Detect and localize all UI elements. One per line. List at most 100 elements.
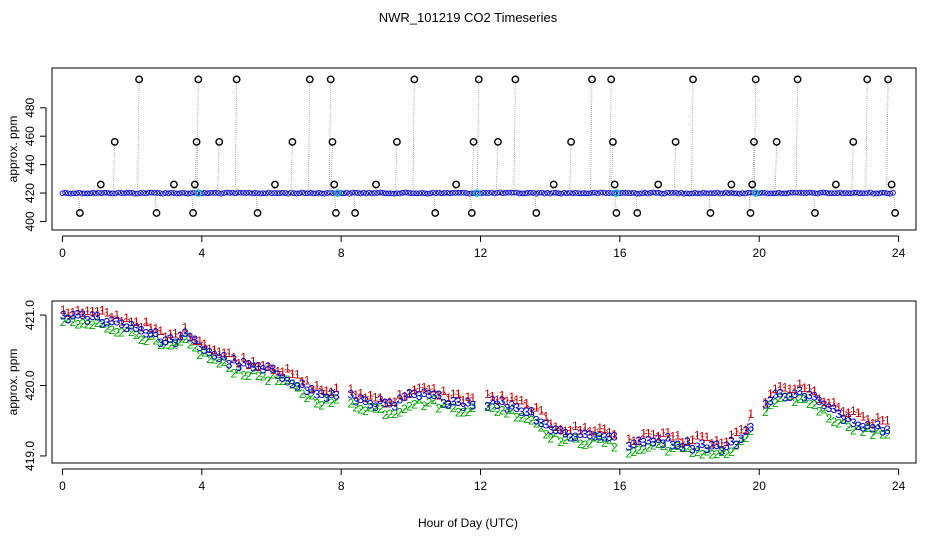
spike-connector: [137, 79, 140, 194]
spike-point: [288, 137, 297, 146]
series-marker-3: 3: [396, 392, 403, 406]
series-marker-2: 2: [450, 401, 457, 415]
series-marker-1: 1: [499, 388, 506, 402]
baseline-point: [377, 189, 384, 196]
series-marker-1: 1: [323, 384, 330, 398]
baseline-point: [856, 190, 863, 197]
series-marker-3: 3: [226, 358, 233, 372]
baseline-point: [667, 190, 673, 196]
baseline-point: [444, 189, 450, 196]
baseline-point: [207, 189, 214, 196]
series-marker-3: 3: [133, 321, 140, 335]
series-marker-3: 3: [489, 394, 496, 408]
baseline-point: [591, 189, 598, 196]
series-marker-2: 2: [523, 412, 530, 426]
spike-point: [431, 209, 440, 217]
baseline-point: [318, 190, 325, 197]
series-marker-3: 3: [411, 387, 418, 401]
series-marker-1: 1: [840, 404, 847, 418]
spike-point: [271, 180, 279, 189]
series-marker-3: 3: [201, 343, 208, 357]
series-marker-2: 2: [767, 398, 774, 412]
series-marker-1: 1: [318, 383, 325, 397]
baseline-point: [299, 189, 305, 196]
spike-connector: [612, 184, 616, 194]
series-marker-3: 3: [211, 349, 218, 363]
baseline-point: [678, 189, 685, 196]
baseline-point: [603, 190, 609, 196]
series-marker-3: 3: [128, 318, 135, 332]
spike-point: [610, 180, 619, 189]
baseline-point: [814, 190, 821, 197]
baseline-point: [781, 190, 788, 197]
spike-connector: [290, 141, 293, 194]
spike-connector: [513, 79, 516, 194]
series-marker-3: 3: [660, 437, 667, 451]
series-marker-1: 1: [172, 327, 179, 341]
series-marker-2: 2: [430, 393, 437, 407]
spike-point: [750, 137, 758, 146]
baseline-point: [842, 190, 849, 196]
baseline-point: [148, 189, 155, 196]
series-marker-2: 2: [869, 428, 876, 442]
series-marker-1: 1: [270, 363, 277, 377]
series-marker-2: 2: [109, 323, 116, 337]
series-marker-3: 3: [455, 395, 462, 409]
series-marker-1: 1: [387, 395, 394, 409]
baseline-point: [653, 190, 659, 196]
series-marker-1: 1: [830, 396, 837, 410]
baseline-point: [633, 190, 640, 197]
series-marker-3: 3: [118, 317, 125, 331]
series-marker-3: 3: [830, 402, 837, 416]
spike-point: [393, 137, 401, 146]
series-marker-3: 3: [679, 441, 686, 455]
series-marker-3: 3: [465, 396, 472, 410]
baseline-point: [249, 190, 255, 197]
series-marker-3: 3: [299, 377, 306, 391]
baseline-point: [368, 190, 375, 197]
baseline-point: [251, 190, 258, 196]
spike-point: [330, 180, 339, 189]
series-marker-1: 1: [133, 315, 140, 329]
spike-point: [689, 75, 697, 84]
baseline-point: [870, 190, 877, 197]
bottom-panel: approx. ppm 0 4 8 12 16 20 24 419.0420.0421.0 …: [6, 300, 917, 493]
baseline-point: [834, 190, 841, 196]
spike-point: [170, 180, 178, 189]
top-spike-series: [75, 75, 899, 217]
series-marker-1: 1: [299, 375, 306, 389]
series-marker-1: 1: [367, 388, 374, 402]
baseline-point: [873, 190, 880, 197]
spike-point: [751, 75, 760, 84]
series-marker-1: 1: [548, 417, 555, 431]
series-marker-2: 2: [826, 411, 833, 425]
baseline-point: [296, 190, 303, 197]
series-marker-1: 1: [416, 381, 423, 395]
series-marker-3: 3: [240, 356, 247, 370]
series-marker-1: 1: [509, 390, 516, 404]
baseline-point: [279, 189, 286, 196]
baseline-point: [778, 190, 785, 197]
series-marker-2: 2: [777, 391, 784, 405]
series-marker-3: 3: [333, 388, 340, 402]
baseline-point: [695, 190, 701, 197]
series-marker-2: 2: [738, 434, 745, 448]
series-marker-3: 3: [182, 326, 189, 340]
baseline-point: [399, 189, 406, 196]
baseline-point: [839, 190, 846, 197]
baseline-point: [151, 189, 158, 196]
baseline-point: [385, 190, 392, 197]
baseline-point: [73, 190, 80, 197]
series-marker-3: 3: [109, 314, 116, 328]
spike-connector: [217, 141, 220, 194]
series-marker-1: 1: [455, 387, 462, 401]
spike-connector: [753, 79, 757, 194]
spike-connector: [374, 184, 377, 194]
baseline-point: [792, 189, 799, 196]
baseline-point: [767, 190, 774, 197]
spike-connector: [795, 79, 798, 194]
baseline-point: [81, 190, 88, 197]
series-marker-2: 2: [377, 402, 384, 416]
spike-point: [474, 75, 483, 84]
series-marker-1: 1: [84, 304, 91, 318]
